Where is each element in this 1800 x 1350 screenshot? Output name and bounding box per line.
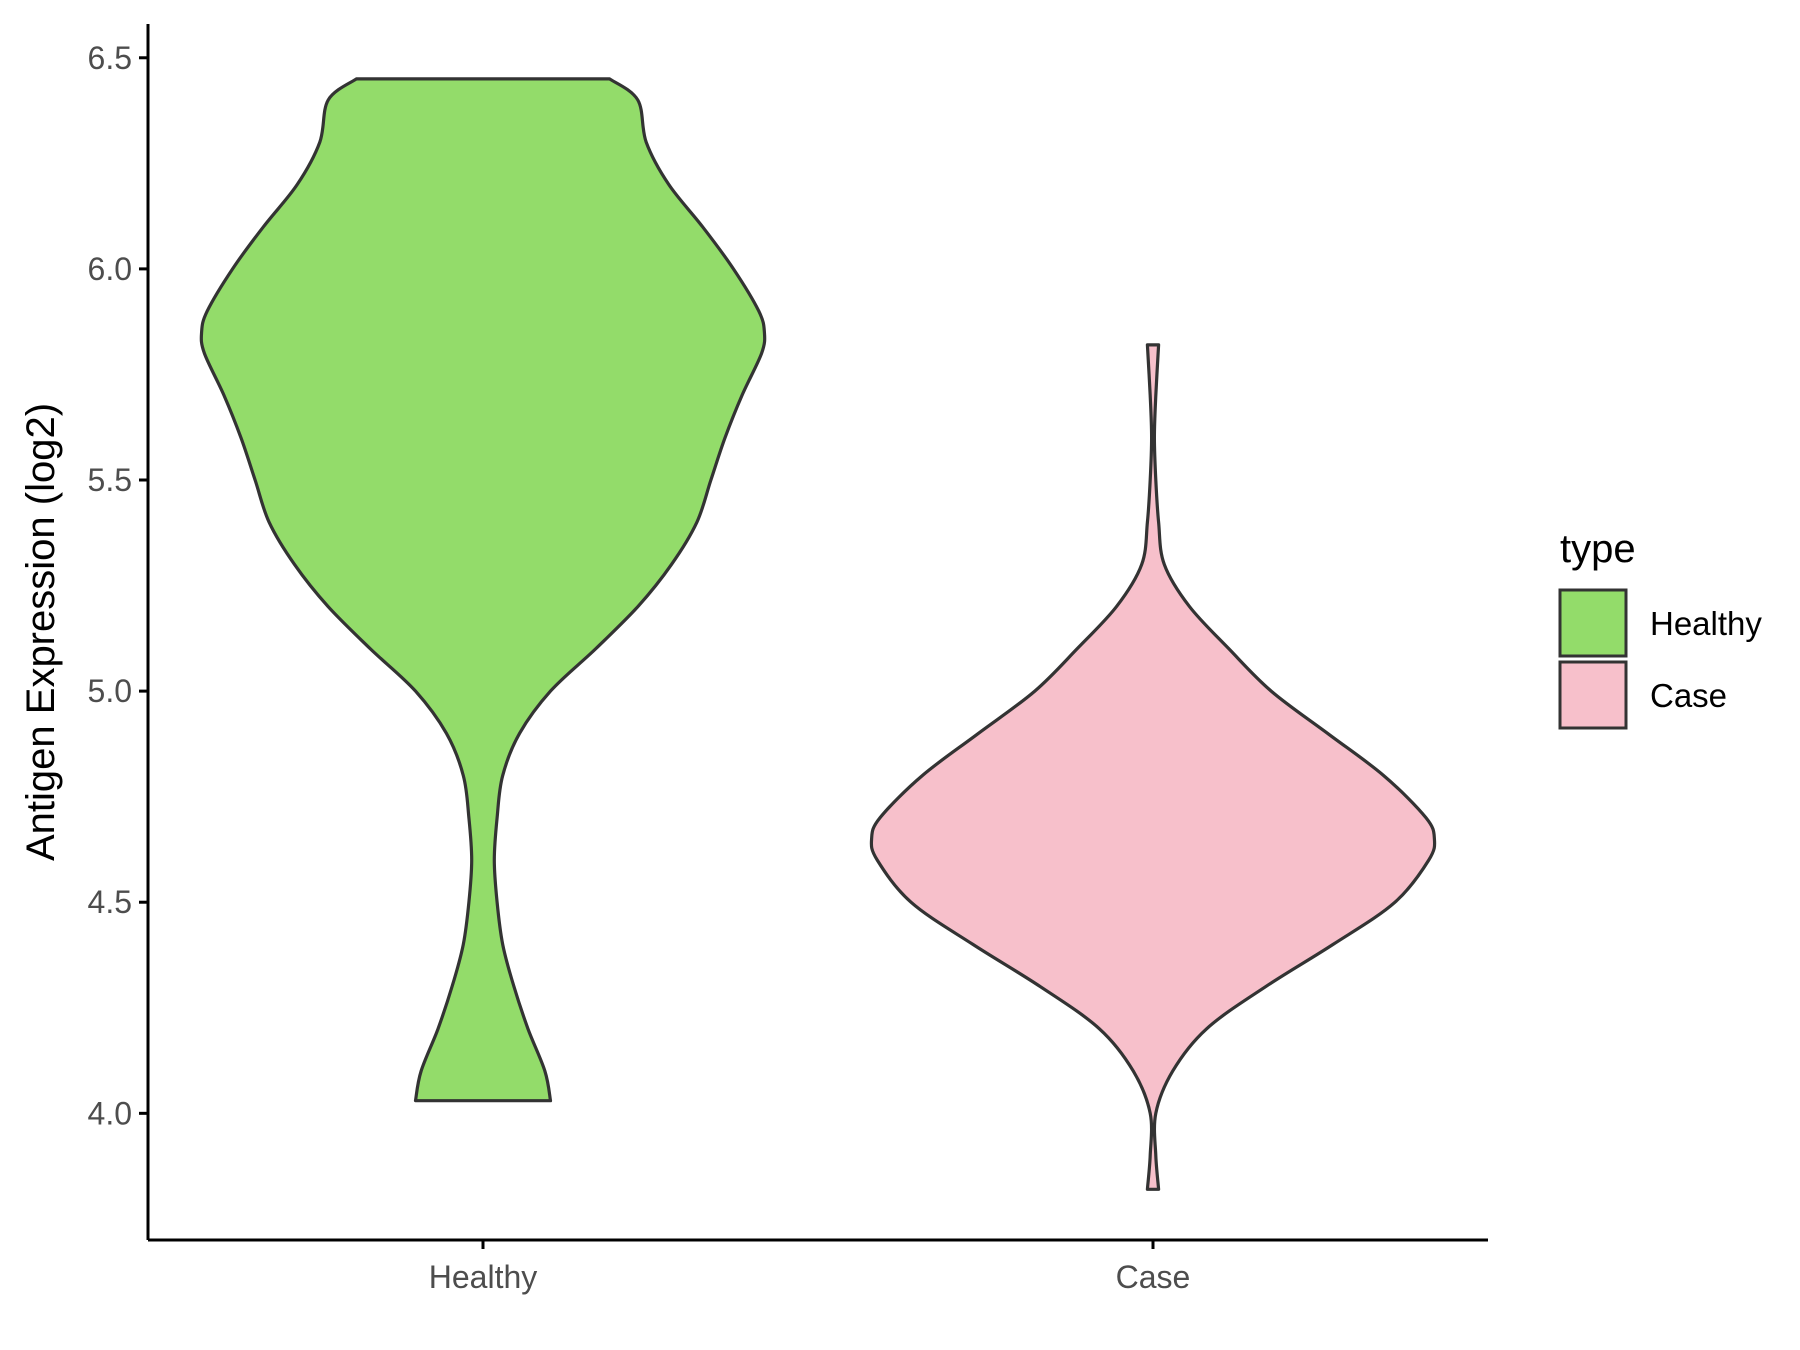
x-tick-label: Healthy	[429, 1259, 538, 1295]
legend-key-case	[1558, 660, 1628, 730]
y-tick-label: 5.0	[88, 673, 132, 709]
axes-layer	[146, 24, 1488, 1242]
legend: type Healthy Case	[1558, 527, 1762, 730]
y-tick-label: 4.5	[88, 884, 132, 920]
legend-key-healthy	[1558, 588, 1628, 658]
violins-layer	[199, 77, 1437, 1191]
y-ticks: 4.0 4.5 5.0 5.5 6.0 6.5	[88, 40, 148, 1131]
y-axis-title: Antigen Expression (log2)	[19, 403, 63, 861]
legend-label-healthy: Healthy	[1650, 605, 1762, 642]
legend-items: Healthy Case	[1558, 588, 1762, 730]
legend-label-case: Case	[1650, 677, 1727, 714]
violin-healthy	[199, 77, 767, 1103]
violin-case	[869, 343, 1437, 1191]
y-tick-label: 4.0	[88, 1095, 132, 1131]
y-tick-label: 6.5	[88, 40, 132, 76]
legend-title: type	[1560, 527, 1636, 571]
y-tick-label: 6.0	[88, 251, 132, 287]
x-tick-label: Case	[1116, 1259, 1191, 1295]
y-tick-label: 5.5	[88, 462, 132, 498]
x-ticks: Healthy Case	[429, 1240, 1191, 1295]
